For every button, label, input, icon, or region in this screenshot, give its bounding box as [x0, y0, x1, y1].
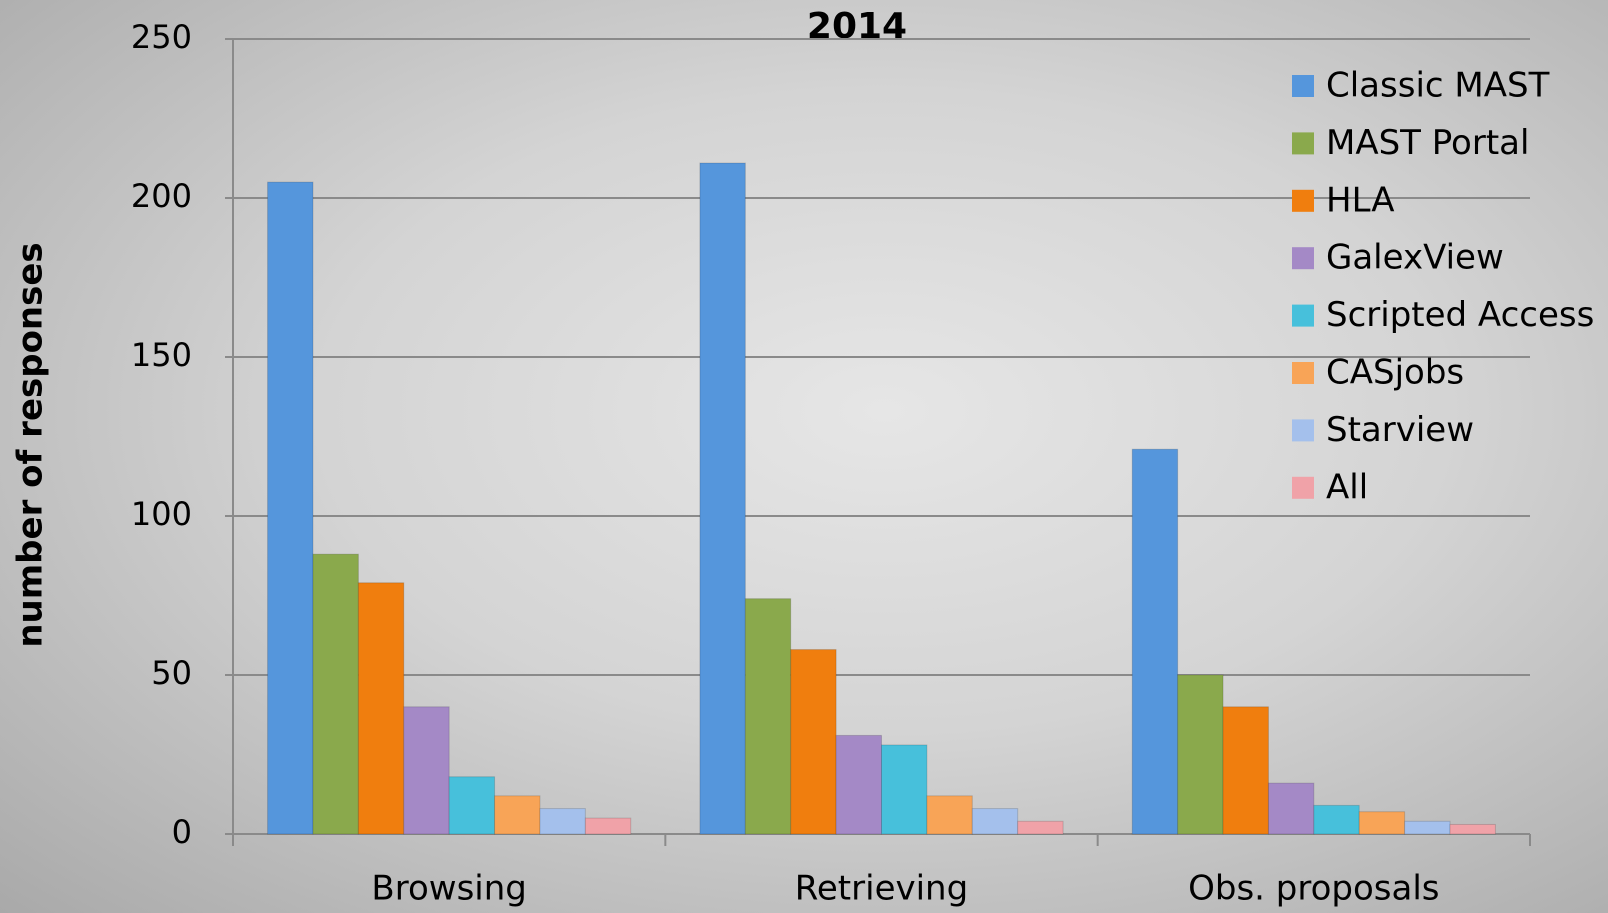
bar — [1404, 820, 1451, 835]
bar — [1358, 811, 1406, 835]
bar — [881, 744, 928, 835]
legend-label: CASjobs — [1326, 353, 1464, 393]
bar — [699, 162, 746, 835]
bar — [1267, 782, 1315, 835]
x-tick-label: Browsing — [371, 869, 526, 909]
legend-swatch — [1292, 304, 1314, 327]
bar — [357, 582, 405, 835]
legend-label: HLA — [1326, 180, 1395, 220]
legend-swatch — [1292, 189, 1314, 212]
legend-swatch — [1292, 75, 1314, 97]
bar — [1131, 448, 1179, 835]
y-tick-label: 200 — [131, 177, 192, 215]
legend-swatch — [1292, 419, 1314, 442]
legend-label: Classic MAST — [1326, 66, 1550, 106]
y-tick-label: 50 — [151, 654, 192, 692]
legend-label: All — [1326, 467, 1368, 507]
legend-label: MAST Portal — [1326, 123, 1529, 163]
bar — [267, 181, 314, 835]
bar — [744, 598, 792, 835]
bar — [1313, 804, 1360, 835]
bar — [1449, 823, 1496, 835]
legend-swatch — [1292, 247, 1314, 270]
x-tick-label: Obs. proposals — [1188, 869, 1439, 909]
y-tick-label: 250 — [131, 18, 192, 56]
bar — [584, 817, 632, 835]
y-tick-label: 0 — [172, 813, 192, 851]
legend-label: Scripted Access — [1326, 295, 1594, 335]
legend-label: GalexView — [1326, 238, 1504, 278]
legend-swatch — [1292, 362, 1314, 384]
bar — [448, 776, 496, 835]
y-tick-label: 100 — [131, 495, 192, 533]
x-tick-label: Retrieving — [795, 869, 968, 909]
legend-swatch — [1292, 476, 1314, 499]
bar — [539, 808, 586, 835]
bar — [971, 808, 1019, 835]
chart-title: 2014 — [807, 6, 907, 47]
bar — [403, 706, 450, 835]
y-axis-label: number of responses — [11, 242, 51, 647]
bar — [1222, 706, 1269, 835]
bar — [926, 795, 973, 835]
legend-swatch — [1292, 132, 1314, 155]
bar — [1017, 820, 1064, 835]
legend-label: Starview — [1326, 410, 1474, 450]
bar — [312, 553, 359, 835]
bar — [494, 795, 541, 835]
bar — [1177, 674, 1224, 835]
y-tick-label: 150 — [131, 336, 192, 374]
bar — [835, 734, 882, 835]
bar — [790, 649, 837, 835]
